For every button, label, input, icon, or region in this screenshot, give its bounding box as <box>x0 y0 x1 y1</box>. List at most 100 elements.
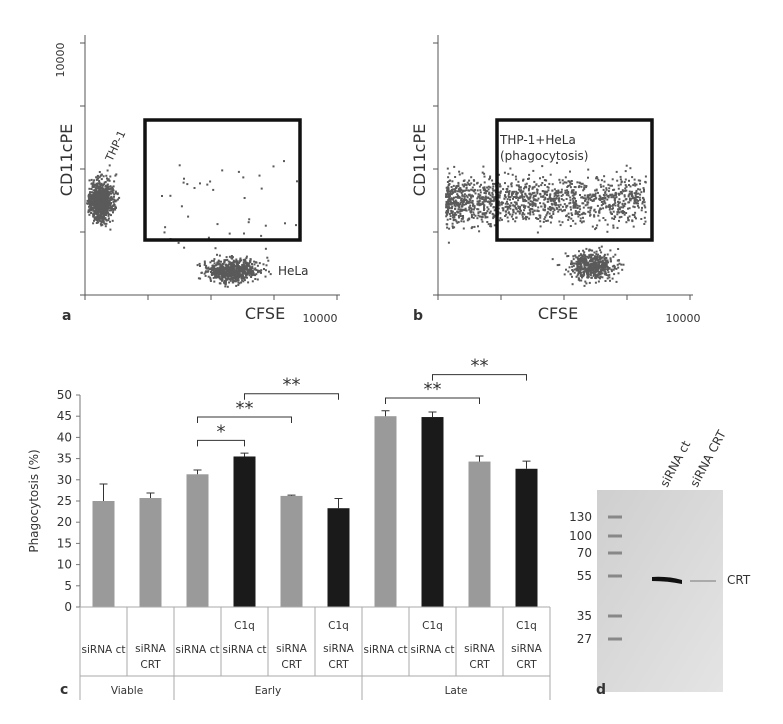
dot <box>480 197 483 200</box>
dot <box>112 211 114 214</box>
dot <box>462 216 465 219</box>
dot <box>580 263 583 266</box>
dot <box>448 183 451 185</box>
dot <box>95 205 98 208</box>
dot <box>237 269 240 272</box>
dot <box>521 196 524 199</box>
dot <box>97 195 100 198</box>
dot <box>92 189 95 192</box>
dot <box>481 201 484 204</box>
dot <box>618 216 621 219</box>
dot <box>580 279 583 282</box>
dot <box>504 202 507 205</box>
dot <box>461 172 464 175</box>
dot <box>604 280 607 282</box>
dot <box>106 179 109 182</box>
dot <box>254 278 257 280</box>
dot <box>576 256 579 259</box>
dot <box>115 173 118 176</box>
dot <box>561 193 564 196</box>
dot <box>244 276 247 279</box>
dot <box>243 232 245 235</box>
dot <box>531 205 534 208</box>
panel-label: b <box>413 308 423 324</box>
dot <box>108 193 111 196</box>
dot <box>178 164 181 167</box>
dot <box>111 191 114 194</box>
dot <box>269 273 272 276</box>
dot <box>596 177 599 180</box>
dot <box>531 192 534 195</box>
dot <box>594 195 597 198</box>
dot <box>452 214 454 217</box>
dot <box>553 188 556 191</box>
dot <box>458 196 461 199</box>
dot <box>268 270 270 273</box>
dot <box>233 277 236 280</box>
dot <box>594 268 597 270</box>
dot <box>238 272 241 275</box>
dot <box>616 179 619 182</box>
dot <box>525 182 528 185</box>
dot <box>86 202 89 205</box>
dot <box>237 265 240 268</box>
dot <box>533 185 536 188</box>
dot <box>624 189 627 192</box>
dot <box>212 276 215 279</box>
dot <box>570 260 573 263</box>
dot <box>612 226 615 229</box>
dot <box>575 267 578 270</box>
dot <box>204 274 207 277</box>
dot <box>620 215 623 218</box>
dot <box>623 202 626 205</box>
dot <box>229 270 232 273</box>
dot <box>615 280 618 283</box>
dot <box>517 205 520 208</box>
dot <box>482 196 485 199</box>
dot <box>243 271 246 273</box>
dot <box>97 205 100 208</box>
dot <box>515 190 518 193</box>
dot <box>637 202 639 205</box>
dot <box>578 265 581 268</box>
dot <box>579 256 582 259</box>
dot <box>596 264 599 267</box>
dot <box>224 279 227 282</box>
dot <box>450 206 453 209</box>
dot <box>161 195 163 197</box>
dot <box>603 255 606 258</box>
marker-label: 70 <box>577 546 592 560</box>
dot <box>506 188 509 191</box>
dot <box>97 177 100 180</box>
dot <box>488 201 491 204</box>
dot <box>94 208 97 211</box>
dot <box>575 262 578 265</box>
dot <box>215 273 218 275</box>
dot <box>227 274 230 277</box>
dot <box>613 188 616 191</box>
dot <box>610 260 612 263</box>
dot <box>491 187 494 190</box>
dot <box>465 194 468 197</box>
dot <box>583 264 586 267</box>
band-label: CRT <box>727 573 751 587</box>
dot <box>544 208 546 211</box>
dot <box>451 216 454 219</box>
dot <box>235 271 238 274</box>
dot <box>589 272 592 275</box>
dot <box>525 194 528 197</box>
dot <box>199 265 201 267</box>
dot <box>577 273 580 275</box>
dot <box>606 269 609 271</box>
dot <box>583 194 586 197</box>
dot <box>483 192 486 194</box>
dot <box>211 264 214 267</box>
dot <box>88 213 91 216</box>
dot <box>226 275 229 278</box>
dot <box>264 275 267 278</box>
error-bar <box>193 469 202 475</box>
dot <box>93 199 96 202</box>
dot <box>620 180 623 183</box>
dot <box>516 191 519 194</box>
